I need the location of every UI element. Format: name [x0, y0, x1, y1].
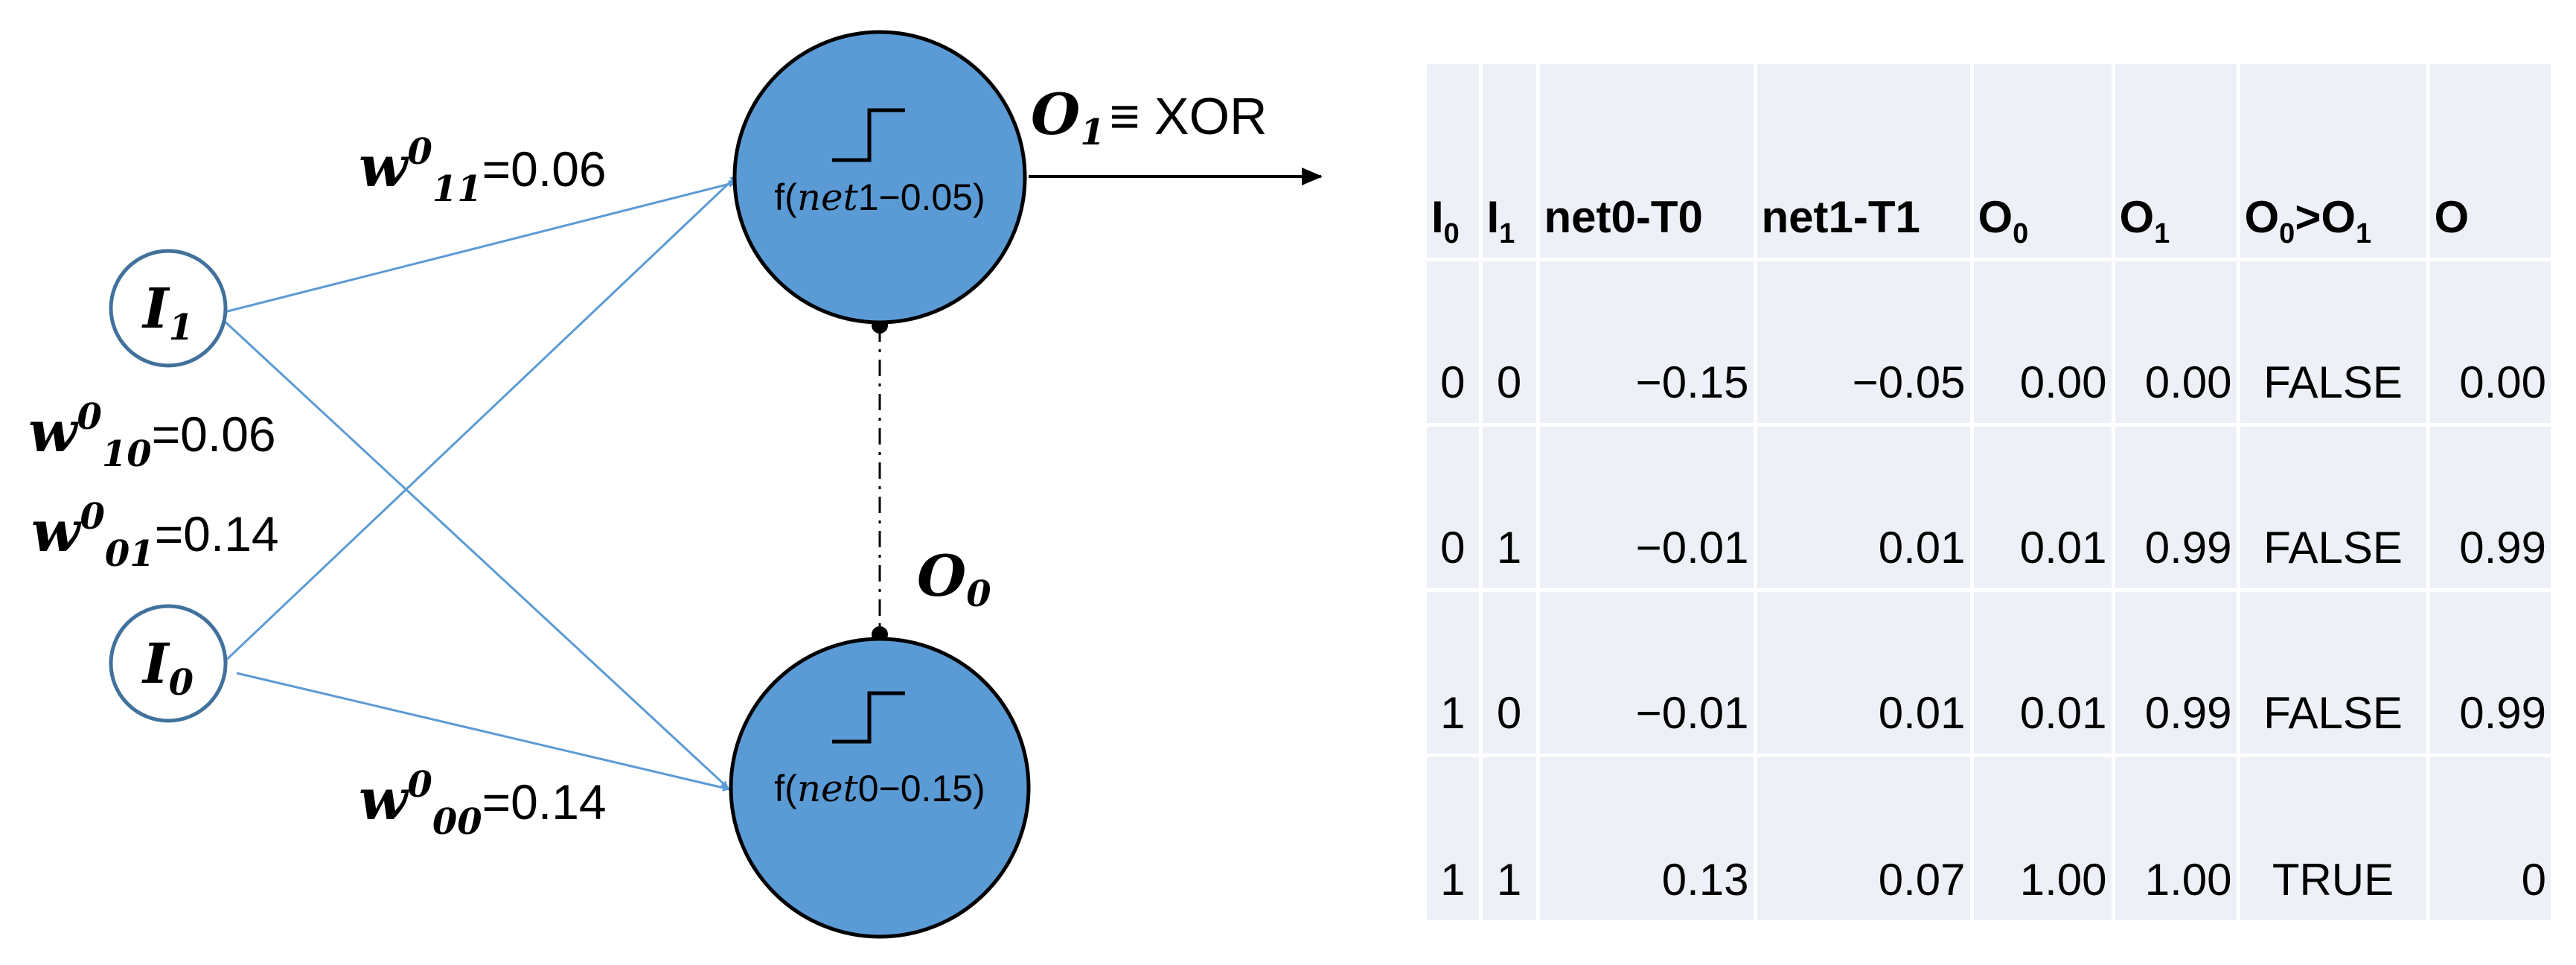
table-header-row: I0 I1 net0-T0 net1-T1 O0 O1 O0>O1 O — [1427, 64, 2551, 261]
edge-i1-to-lower — [220, 317, 729, 789]
table-cell: −0.01 — [1538, 590, 1757, 757]
table-cell: 0.00 — [2113, 259, 2240, 427]
column-header-o0-gt-o1: O0>O1 — [2238, 64, 2430, 261]
column-header-i0: I0 — [1427, 64, 1483, 261]
neuron-upper-function: f(net1−0.05) — [774, 176, 985, 219]
table-row: 0 1 −0.01 0.01 0.01 0.99 FALSE 0.99 — [1427, 424, 2551, 592]
table-cell: 1 — [1480, 755, 1540, 920]
perceptron-diagram: I1 I0 f(net1−0.05) f(net0−0.15) O1≡ XOR … — [28, 30, 1323, 939]
table-cell: 1.00 — [2113, 755, 2240, 920]
column-header-o: O — [2428, 64, 2551, 261]
input-node-i1 — [109, 249, 228, 368]
table-cell: −0.05 — [1755, 259, 1974, 427]
table-cell: FALSE — [2238, 259, 2430, 427]
table-row: 1 1 0.13 0.07 1.00 1.00 TRUE 0 — [1427, 755, 2551, 920]
table-cell: 0.01 — [1972, 424, 2115, 592]
table-cell: 0 — [1427, 424, 1483, 592]
edge-i0-to-lower — [236, 672, 730, 792]
neuron-upper — [732, 30, 1027, 325]
table-cell: FALSE — [2238, 590, 2430, 757]
table-cell: 0.07 — [1755, 755, 1974, 920]
neuron-lower — [729, 637, 1031, 939]
weight-label-w00: w000=0.14 — [359, 764, 607, 843]
step-function-icon — [832, 108, 905, 162]
table-cell: 0.00 — [2428, 259, 2551, 427]
table-cell: −0.01 — [1538, 424, 1757, 592]
table-cell: TRUE — [2238, 755, 2430, 920]
weight-label-w01: w001=0.14 — [31, 496, 279, 575]
column-header-net1-t1: net1-T1 — [1755, 64, 1974, 261]
table-cell: 0.13 — [1538, 755, 1757, 920]
table-cell: 0 — [1427, 259, 1483, 427]
table-cell: 0.01 — [1972, 590, 2115, 757]
edge-i0-to-upper — [220, 174, 738, 666]
weight-label-w11: w011=0.06 — [359, 131, 607, 210]
table-cell: 0 — [2521, 855, 2546, 905]
edge-i1-to-upper — [221, 180, 736, 314]
table-cell: −0.15 — [1538, 259, 1757, 427]
table-cell: 1 — [1427, 755, 1483, 920]
table-row: 1 0 −0.01 0.01 0.01 0.99 FALSE 0.99 — [1427, 590, 2551, 757]
table-cell: 0.99 — [2428, 424, 2551, 592]
table-row: 0 0 −0.15 −0.05 0.00 0.00 FALSE 0.00 — [1427, 259, 2551, 427]
column-header-net0-t0: net0-T0 — [1538, 64, 1757, 261]
input-label-i0: I0 — [141, 632, 194, 704]
table-cell: 0 — [1480, 259, 1540, 427]
table-cell: 0.01 — [1755, 590, 1974, 757]
output-label-o1: O1≡ XOR — [1031, 81, 1268, 153]
table-cell: 0.99 — [2113, 424, 2240, 592]
table-cell: 1.00 — [1972, 755, 2115, 920]
column-header-o0: O0 — [1972, 64, 2115, 261]
column-header-i1: I1 — [1480, 64, 1540, 261]
weight-label-w10: w010=0.06 — [28, 396, 276, 475]
table-cell: 1 — [1480, 424, 1540, 592]
truth-table: I0 I1 net0-T0 net1-T1 O0 O1 O0>O1 O 0 0 … — [1427, 64, 2551, 920]
table-cell: 0 — [1480, 590, 1540, 757]
step-function-icon — [832, 691, 905, 744]
table-cell: 0.99 — [2428, 590, 2551, 757]
table-cell: 1 — [1427, 590, 1483, 757]
input-node-i0 — [109, 604, 228, 723]
table-cell: 0.01 — [1755, 424, 1974, 592]
table-cell: 0.99 — [2113, 590, 2240, 757]
output-label-o0: O0 — [917, 543, 991, 615]
input-label-i1: I1 — [141, 277, 194, 348]
column-header-o1: O1 — [2113, 64, 2240, 261]
table-cell: FALSE — [2238, 424, 2430, 592]
neuron-lower-function: f(net0−0.15) — [774, 767, 985, 810]
table-cell: 0.00 — [1972, 259, 2115, 427]
